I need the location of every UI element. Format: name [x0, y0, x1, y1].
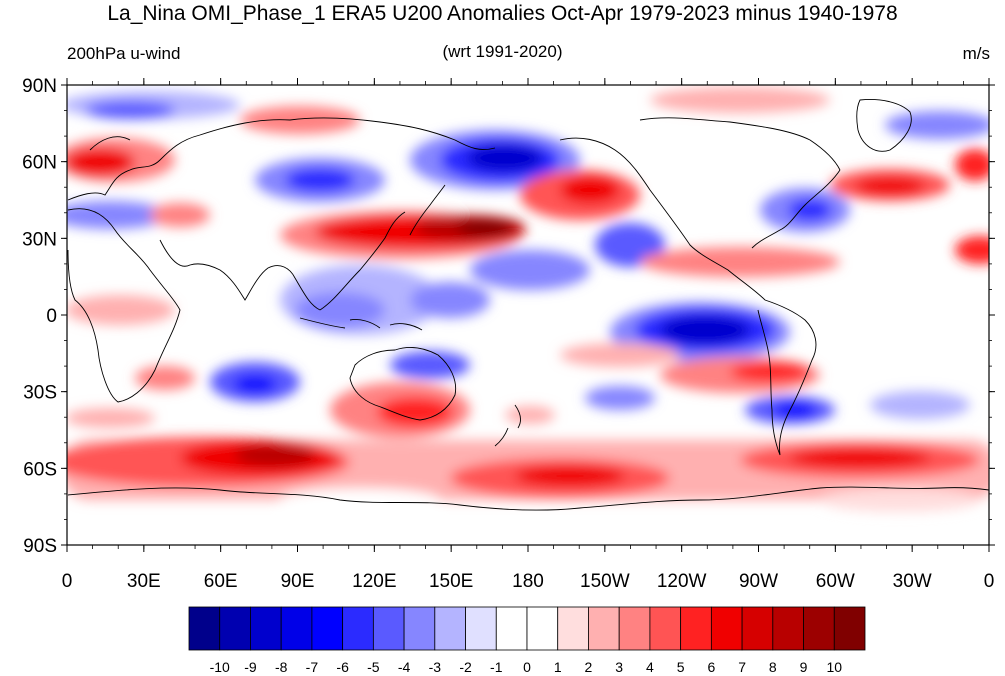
colorbar-swatch — [280, 606, 313, 651]
colorbar-swatch — [588, 606, 620, 651]
colorbar-swatch — [618, 606, 651, 651]
lat-label: 0 — [46, 306, 57, 327]
colorbar-label: -10 — [210, 659, 230, 675]
variable-label: 200hPa u-wind — [67, 44, 181, 63]
units-label: m/s — [962, 44, 990, 63]
lat-label: 30S — [23, 383, 57, 404]
lon-label: 90E — [281, 571, 315, 592]
lat-label: 60N — [22, 153, 57, 174]
lat-label: 90N — [22, 76, 57, 97]
lat-label: 30N — [22, 229, 57, 250]
anomaly-field — [67, 87, 989, 512]
colorbar: -10 -9 -8 -7 -6 -5 -4 -3 -2 -1 0 1 2 3 4 5 6 7 8 9 10 — [188, 606, 866, 675]
colorbar-label: -1 — [490, 659, 503, 675]
colorbar-swatch — [465, 606, 497, 651]
colorbar-label: -4 — [398, 659, 411, 675]
lon-label: 60W — [816, 571, 855, 592]
colorbar-label: 1 — [554, 659, 562, 675]
map-title: La_Nina OMI_Phase_1 ERA5 U200 Anomalies … — [107, 2, 898, 25]
lat-label: 90S — [23, 536, 57, 557]
lon-label: 0 — [62, 571, 73, 592]
colorbar-label: -3 — [429, 659, 442, 675]
lon-label: 180 — [512, 571, 544, 592]
colorbar-label: 5 — [677, 659, 685, 675]
colorbar-swatch — [219, 606, 251, 651]
colorbar-swatch — [188, 606, 221, 651]
colorbar-label: 9 — [800, 659, 808, 675]
colorbar-swatch — [434, 606, 466, 651]
colorbar-label: 7 — [738, 659, 746, 675]
colorbar-label: -2 — [459, 659, 472, 675]
lon-label: 30W — [893, 571, 932, 592]
baseline-label: (wrt 1991-2020) — [442, 42, 563, 61]
colorbar-swatch — [495, 606, 528, 651]
longitude-axis: 0 30E 60E 90E 120E 150E 180 150W 120W 90W 60W 30W 0 — [62, 78, 995, 592]
lon-label: 120W — [657, 571, 707, 592]
colorbar-label: 8 — [769, 659, 777, 675]
lon-label: 30E — [127, 571, 161, 592]
colorbar-swatch — [772, 606, 804, 651]
colorbar-label: -6 — [336, 659, 349, 675]
colorbar-label: -9 — [244, 659, 257, 675]
lon-label: 0 — [984, 571, 995, 592]
colorbar-swatch — [803, 606, 835, 651]
colorbar-swatch — [680, 606, 712, 651]
colorbar-swatch — [403, 606, 436, 651]
colorbar-swatch — [311, 606, 344, 651]
colorbar-label: 2 — [585, 659, 593, 675]
colorbar-swatch — [526, 606, 559, 651]
colorbar-swatch — [372, 606, 405, 651]
colorbar-label: 0 — [523, 659, 531, 675]
colorbar-label: 10 — [826, 659, 842, 675]
lon-label: 90W — [739, 571, 778, 592]
colorbar-swatch — [557, 606, 589, 651]
colorbar-label: -7 — [306, 659, 319, 675]
colorbar-swatch — [741, 606, 774, 651]
colorbar-label: -8 — [275, 659, 288, 675]
colorbar-swatch — [710, 606, 743, 651]
colorbar-swatch — [342, 606, 374, 651]
colorbar-swatch — [649, 606, 682, 651]
lon-label: 150W — [580, 571, 630, 592]
coastlines — [67, 99, 989, 511]
colorbar-label: 6 — [707, 659, 715, 675]
lat-label: 60S — [23, 459, 57, 480]
colorbar-label: 3 — [615, 659, 623, 675]
colorbar-swatch — [250, 606, 282, 651]
colorbar-swatch — [833, 606, 866, 651]
latitude-axis: 90N 60N 30N 0 30S 60S 90S — [22, 76, 995, 557]
lon-label: 150E — [429, 571, 473, 592]
colorbar-label: 4 — [646, 659, 654, 675]
lon-label: 60E — [204, 571, 238, 592]
lon-label: 120E — [352, 571, 396, 592]
colorbar-label: -5 — [367, 659, 380, 675]
